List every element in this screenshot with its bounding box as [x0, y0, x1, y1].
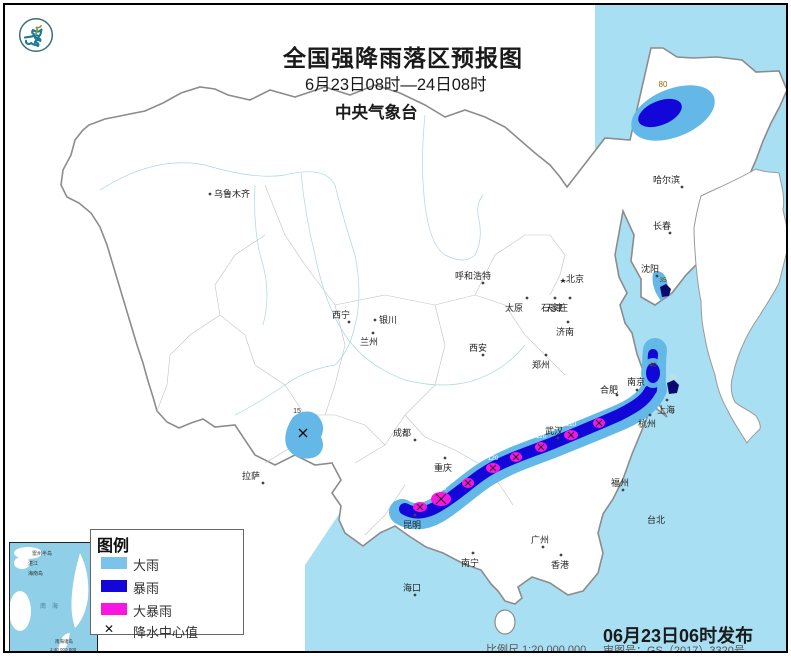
svg-text:济南: 济南 [556, 326, 574, 337]
svg-text:香港: 香港 [551, 559, 569, 570]
svg-text:郑州: 郑州 [532, 359, 550, 370]
svg-text:南京: 南京 [627, 376, 645, 387]
svg-text:上海: 上海 [657, 404, 675, 415]
svg-text:120: 120 [488, 455, 499, 462]
svg-text:80: 80 [659, 80, 668, 89]
svg-text:15: 15 [293, 408, 301, 415]
svg-text:海口: 海口 [403, 582, 421, 593]
svg-text:海: 海 [52, 602, 58, 610]
svg-text:北京: 北京 [566, 273, 584, 284]
svg-text:合肥: 合肥 [600, 384, 618, 395]
svg-text:武汉: 武汉 [545, 425, 563, 436]
svg-text:150: 150 [415, 495, 426, 502]
svg-text:乌鲁木齐: 乌鲁木齐 [214, 188, 250, 199]
svg-text:1:40 000 000: 1:40 000 000 [50, 647, 77, 652]
svg-text:哈尔滨: 哈尔滨 [653, 174, 680, 185]
svg-text:杭州: 杭州 [638, 418, 656, 429]
svg-text:南海诸岛: 南海诸岛 [55, 638, 73, 645]
svg-text:成都: 成都 [393, 427, 411, 438]
svg-text:雷州半岛: 雷州半岛 [32, 550, 52, 557]
svg-text:广州: 广州 [531, 534, 549, 545]
svg-text:110: 110 [566, 421, 577, 428]
svg-text:拉萨: 拉萨 [242, 470, 260, 481]
svg-text:银川: 银川 [379, 314, 397, 325]
svg-text:石家庄: 石家庄 [541, 302, 568, 313]
svg-text:太原: 太原 [505, 302, 523, 313]
svg-text:海南岛: 海南岛 [28, 570, 43, 577]
svg-text:呼和浩特: 呼和浩特 [455, 270, 491, 281]
svg-text:55: 55 [669, 374, 677, 381]
svg-text:台北: 台北 [647, 514, 665, 525]
svg-text:昆明: 昆明 [403, 520, 421, 530]
svg-text:沈阳: 沈阳 [641, 263, 659, 274]
svg-text:40: 40 [649, 362, 657, 369]
svg-text:湛江: 湛江 [28, 560, 38, 567]
svg-text:35: 35 [659, 277, 667, 284]
svg-text:长春: 长春 [653, 220, 671, 231]
svg-text:西宁: 西宁 [332, 309, 350, 320]
svg-text:西安: 西安 [469, 342, 487, 353]
svg-text:南宁: 南宁 [461, 557, 479, 568]
svg-text:100: 100 [436, 485, 447, 492]
svg-text:兰州: 兰州 [360, 336, 378, 347]
svg-text:福州: 福州 [611, 477, 629, 488]
svg-text:重庆: 重庆 [434, 462, 452, 473]
svg-text:南: 南 [40, 602, 46, 610]
